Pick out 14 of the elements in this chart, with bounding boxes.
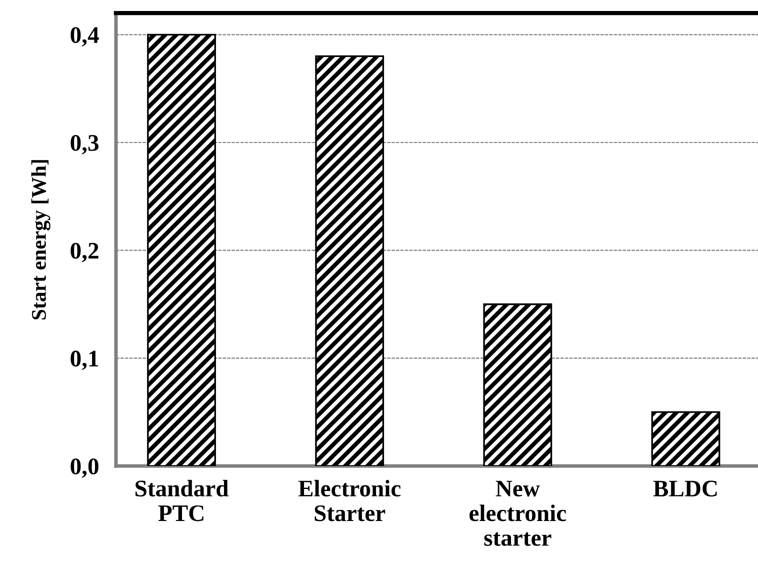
bar — [651, 411, 720, 466]
y-tick-label: 0,2 — [70, 242, 98, 262]
x-tick-label: BLDC — [653, 480, 717, 497]
y-tick-label: 0,0 — [70, 458, 98, 478]
y-tick-label: 0,3 — [70, 134, 98, 154]
bar — [483, 303, 552, 466]
y-tick-label: 0,4 — [70, 27, 99, 47]
y-axis-title: Start energy [Wh] — [31, 160, 50, 320]
y-tick-label: 0,1 — [70, 350, 98, 370]
bar — [315, 55, 384, 466]
x-tick-label: New electronic starter — [470, 480, 566, 546]
x-tick-label: Electronic Starter — [298, 480, 401, 522]
bar — [147, 34, 216, 466]
x-tick-label: Standard PTC — [136, 480, 228, 522]
